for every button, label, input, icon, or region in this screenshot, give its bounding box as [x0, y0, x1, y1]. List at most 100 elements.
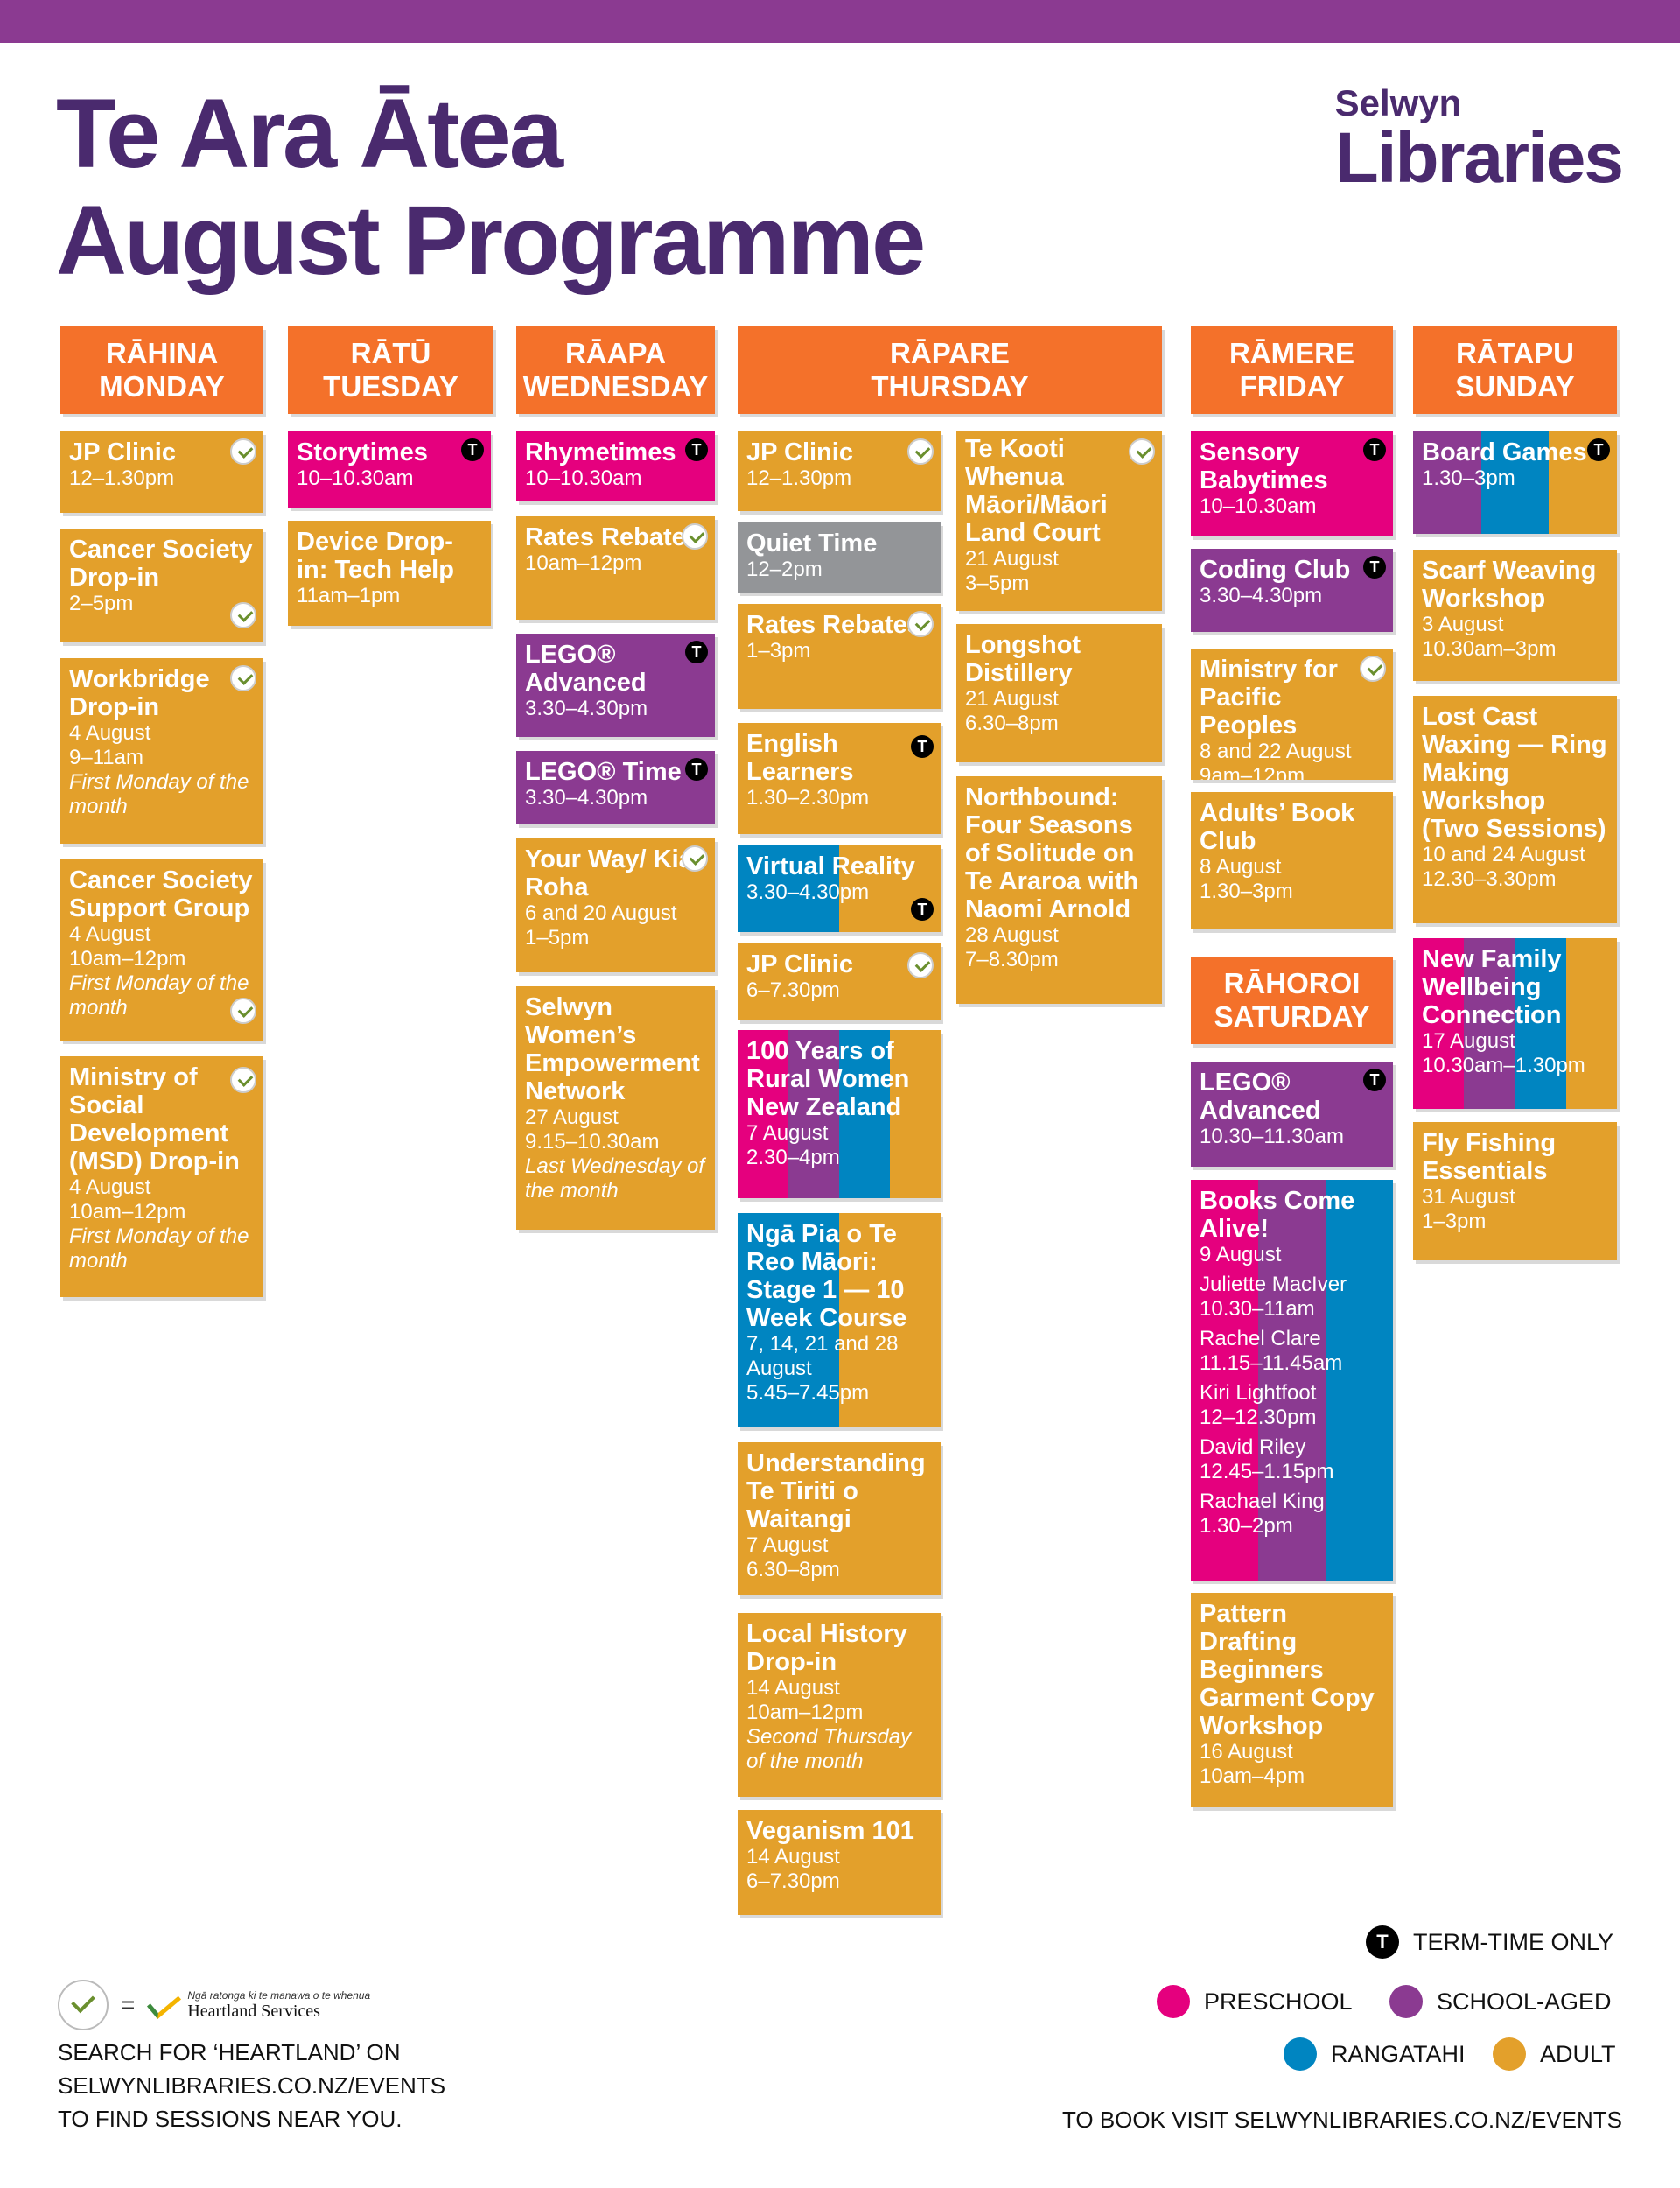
event-card[interactable]: Virtual Reality 3.30–4.30pm T: [738, 845, 941, 932]
event-card[interactable]: LEGO® Advanced 10.30–11.30am T: [1191, 1062, 1393, 1167]
heartland-icon: [682, 523, 708, 550]
legend-rangatahi: RANGATAHI: [1284, 2037, 1466, 2071]
event-card[interactable]: JP Clinic 12–1.30pm: [738, 431, 941, 511]
heartland-icon: [682, 845, 708, 872]
event-card[interactable]: LEGO® Time 3.30–4.30pm T: [516, 751, 715, 824]
session-time: 12–12.30pm: [1200, 1406, 1317, 1429]
event-card[interactable]: Ministry of Social Development (MSD) Dro…: [60, 1056, 263, 1297]
event-date: 14 August: [746, 1845, 840, 1869]
session-author: Rachael King: [1200, 1490, 1325, 1513]
day-maori: RĀMERE: [1228, 337, 1354, 369]
event-card[interactable]: Board Games 1.30–3pm T: [1413, 431, 1617, 534]
event-date: 7, 14, 21 and 28 August: [746, 1332, 899, 1380]
event-time: 12–2pm: [746, 558, 822, 581]
event-time: 10am–12pm: [69, 947, 186, 971]
heartland-icon: [907, 438, 934, 465]
event-card[interactable]: Pattern Drafting Beginners Garment Copy …: [1191, 1593, 1393, 1807]
event-card[interactable]: Coding Club 3.30–4.30pm T: [1191, 549, 1393, 632]
event-title: Sensory Babytimes: [1200, 438, 1328, 494]
event-card[interactable]: Cancer Society Drop-in 2–5pm: [60, 529, 263, 642]
event-card[interactable]: Device Drop-in: Tech Help 11am–1pm: [288, 521, 491, 626]
event-card[interactable]: Scarf Weaving Workshop 3 August 10.30am–…: [1413, 550, 1617, 681]
term-time-icon: T: [685, 438, 708, 461]
event-time: 3.30–4.30pm: [746, 880, 870, 904]
event-time: 3.30–4.30pm: [525, 697, 648, 720]
search-line-2[interactable]: SELWYNLIBRARIES.CO.NZ/EVENTS: [58, 2072, 446, 2099]
heartland-tagline: Ngā ratonga ki te manawa o te whenua: [187, 1988, 371, 2002]
event-title: Coding Club: [1200, 556, 1351, 584]
event-card[interactable]: Local History Drop-in 14 August 10am–12p…: [738, 1613, 941, 1797]
day-english: SUNDAY: [1455, 370, 1575, 403]
event-time: 10–10.30am: [297, 466, 414, 490]
event-date: 3 August: [1422, 613, 1504, 636]
event-note: First Monday of the month: [69, 1224, 249, 1273]
event-time: 2–5pm: [69, 592, 134, 615]
event-title: Workbridge Drop-in: [69, 665, 210, 721]
session-author: Rachel Clare: [1200, 1327, 1321, 1350]
event-card[interactable]: Workbridge Drop-in 4 August 9–11am First…: [60, 658, 263, 844]
preschool-color-dot: [1157, 1985, 1190, 2018]
event-time: 1–5pm: [525, 926, 590, 950]
event-card[interactable]: Ministry for Pacific Peoples 8 and 22 Au…: [1191, 649, 1393, 780]
event-card[interactable]: Rhymetimes 10–10.30am T: [516, 431, 715, 501]
event-card[interactable]: Te Kooti Whenua Māori/Māori Land Court 2…: [956, 431, 1162, 611]
heartland-logo-icon: [147, 1986, 182, 2021]
event-card[interactable]: Ngā Pia o Te Reo Māori: Stage 1 — 10 Wee…: [738, 1213, 941, 1427]
event-card[interactable]: LEGO® Advanced 3.30–4.30pm T: [516, 634, 715, 737]
event-date: 9 August: [1200, 1243, 1282, 1266]
event-time: 10–10.30am: [525, 466, 642, 490]
event-card[interactable]: Fly Fishing Essentials 31 August 1–3pm: [1413, 1122, 1617, 1260]
event-time: 3.30–4.30pm: [1200, 584, 1323, 607]
event-date: 16 August: [1200, 1740, 1293, 1764]
rangatahi-color-dot: [1284, 2037, 1317, 2071]
event-card[interactable]: Northbound: Four Seasons of Solitude on …: [956, 776, 1162, 1004]
event-title: JP Clinic: [746, 438, 853, 466]
day-english: TUESDAY: [323, 370, 458, 403]
event-title: Te Kooti Whenua Māori/Māori Land Court: [965, 435, 1108, 547]
legend-label: RANGATAHI: [1331, 2040, 1466, 2067]
day-header-wednesday: RĀAPA WEDNESDAY: [516, 326, 715, 414]
event-card[interactable]: 100 Years of Rural Women New Zealand 7 A…: [738, 1030, 941, 1198]
day-maori: RĀHOROI: [1223, 967, 1361, 999]
booking-instructions[interactable]: TO BOOK VISIT SELWYNLIBRARIES.CO.NZ/EVEN…: [1061, 2107, 1622, 2133]
event-title: Rates Rebates: [746, 611, 921, 639]
event-date: 7 August: [746, 1121, 829, 1145]
event-card[interactable]: JP Clinic 6–7.30pm: [738, 943, 941, 1020]
event-card[interactable]: Cancer Society Support Group 4 August 10…: [60, 859, 263, 1041]
heartland-icon: [230, 665, 256, 691]
title-line-2: August Programme: [56, 186, 926, 295]
heartland-wordmark: Ngā ratonga ki te manawa o te whenua Hea…: [187, 1989, 370, 2022]
event-card[interactable]: Your Way/ Kia Roha 6 and 20 August 1–5pm: [516, 838, 715, 972]
event-card[interactable]: New Family Wellbeing Connection 17 Augus…: [1413, 938, 1617, 1109]
event-time: 11am–1pm: [297, 584, 401, 607]
search-line-3: TO FIND SESSIONS NEAR YOU.: [58, 2106, 402, 2132]
heartland-icon: [907, 952, 934, 978]
event-card[interactable]: Lost Cast Waxing — Ring Making Workshop …: [1413, 696, 1617, 923]
event-title: Veganism 101: [746, 1817, 914, 1845]
event-date: 8 and 22 August: [1200, 740, 1352, 763]
event-card[interactable]: English Learners 1.30–2.30pm T: [738, 723, 941, 834]
heartland-key: = Ngā ratonga ki te manawa o te whenua H…: [58, 1980, 370, 2030]
legend-adult: ADULT: [1493, 2037, 1616, 2071]
event-card[interactable]: Storytimes 10–10.30am T: [288, 431, 491, 508]
event-card[interactable]: Understanding Te Tiriti o Waitangi 7 Aug…: [738, 1442, 941, 1595]
event-card[interactable]: Rates Rebates 10am–12pm: [516, 516, 715, 620]
event-card[interactable]: Selwyn Women’s Empowerment Network 27 Au…: [516, 986, 715, 1230]
event-card[interactable]: Sensory Babytimes 10–10.30am T: [1191, 431, 1393, 536]
event-time: 5.45–7.45pm: [746, 1381, 870, 1405]
session-time: 11.15–11.45am: [1200, 1351, 1343, 1375]
logo-line-1: Selwyn: [1334, 82, 1462, 123]
event-card[interactable]: Adults’ Book Club 8 August 1.30–3pm: [1191, 792, 1393, 929]
event-card[interactable]: JP Clinic 12–1.30pm: [60, 431, 263, 513]
search-line-1: SEARCH FOR ‘HEARTLAND’ ON: [58, 2039, 401, 2065]
event-card[interactable]: Rates Rebates 1–3pm: [738, 604, 941, 709]
term-time-icon: T: [1363, 1069, 1386, 1091]
day-english: FRIDAY: [1239, 370, 1345, 403]
event-date: 4 August: [69, 922, 151, 946]
event-card[interactable]: Veganism 101 14 August 6–7.30pm: [738, 1810, 941, 1915]
event-card[interactable]: Books Come Alive! 9 August Juliette MacI…: [1191, 1180, 1393, 1581]
event-card[interactable]: Longshot Distillery 21 August 6.30–8pm: [956, 624, 1162, 762]
event-card[interactable]: Quiet Time 12–2pm: [738, 522, 941, 593]
event-title: Virtual Reality: [746, 852, 915, 880]
day-header-friday: RĀMERE FRIDAY: [1191, 326, 1393, 414]
